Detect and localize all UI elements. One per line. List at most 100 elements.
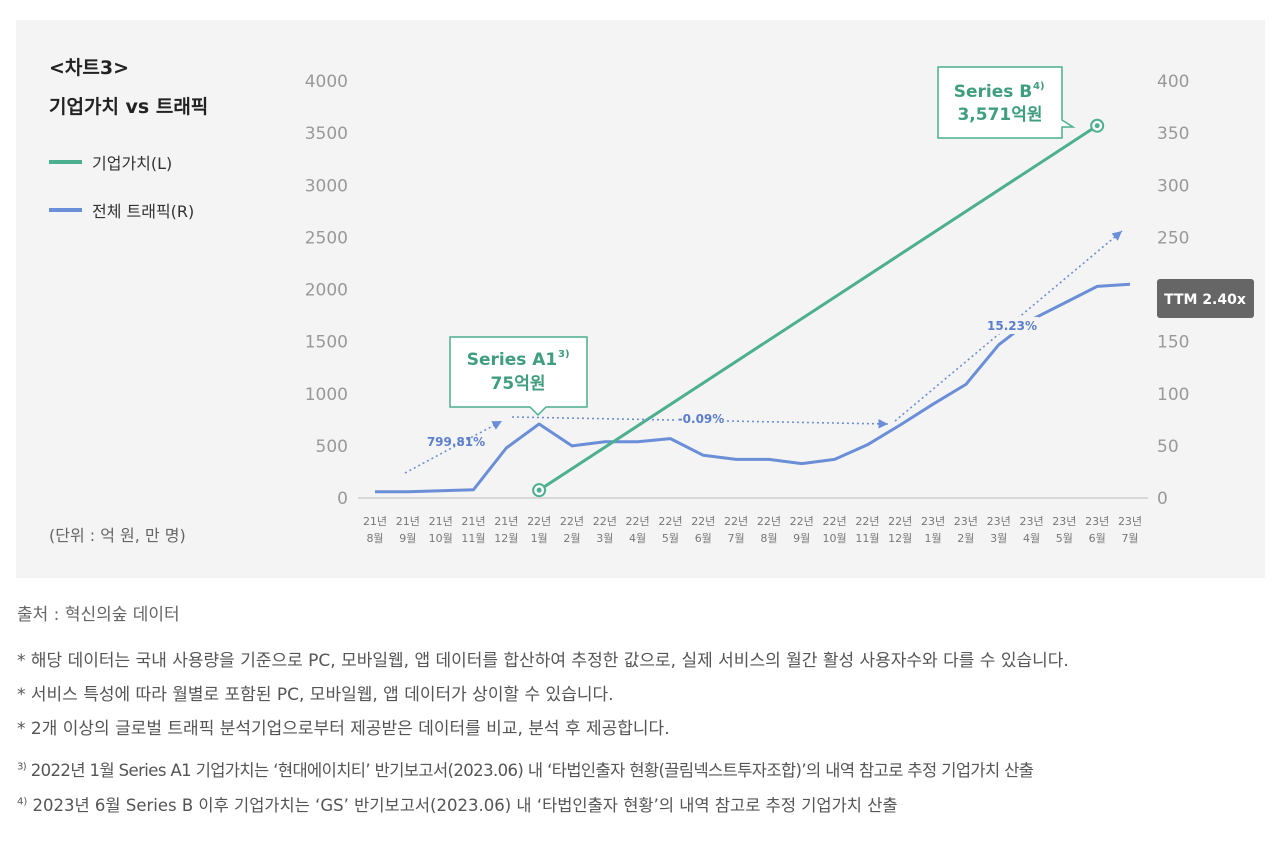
footer-ref-4: 4) 2023년 6월 Series B 이후 기업가치는 ‘GS’ 반기보고서… [17,792,898,816]
x-axis-tick-year: 22년 [691,515,715,528]
legend-label-traffic: 전체 트래픽(R) [92,202,195,221]
x-axis-tick-month: 9월 [793,532,810,545]
right-axis-tick-label: 100 [1157,385,1189,405]
valuation-point-series-b-dot [1094,123,1100,129]
series-b-callout-box [937,66,1076,139]
footer-ref-3-sup: 3) [17,761,27,773]
footer-ref-4-text: 2023년 6월 Series B 이후 기업가치는 ‘GS’ 반기보고서(20… [32,796,898,815]
x-axis-tick-month: 7월 [1121,532,1138,545]
series-a-callout-box [449,336,588,417]
left-axis-tick-label: 500 [316,437,348,457]
x-axis-tick-month: 10월 [823,532,847,545]
x-axis-tick-month: 8월 [366,532,383,545]
growth-label-3: 15.23% [987,319,1037,333]
growth-label-2-bg [677,410,725,427]
legend-label-valuation: 기업가치(L) [92,154,173,173]
footer-note-1: * 해당 데이터는 국내 사용량을 기준으로 PC, 모바일웹, 앱 데이터를 … [17,651,1069,671]
x-axis-tick-month: 7월 [728,532,745,545]
x-axis-tick-year: 22년 [560,515,584,528]
footer-source: 출처 : 혁신의숲 데이터 [17,605,180,625]
series-b-callout-value: 3,571억원 [957,105,1042,125]
x-axis-tick-month: 4월 [1023,532,1040,545]
left-axis-tick-label: 4000 [305,72,348,92]
left-axis-tick-label: 3000 [305,176,348,196]
x-axis-tick-month: 12월 [494,532,518,545]
x-axis-tick-month: 6월 [695,532,712,545]
x-axis-tick-month: 5월 [1056,532,1073,545]
footer-ref-4-sup: 4) [17,796,28,808]
right-axis-tick-label: 50 [1157,437,1179,457]
legend-swatch-traffic [49,208,82,212]
x-axis-tick-year: 21년 [363,515,387,528]
x-axis-tick-month: 6월 [1089,532,1106,545]
chart-number-title: <차트3> [49,57,130,79]
series-a-callout-title: Series A1 [467,350,558,370]
ttm-badge-label: TTM 2.40x [1164,292,1246,308]
left-axis-tick-label: 2500 [305,228,348,248]
x-axis-tick-year: 21년 [461,515,485,528]
unit-note: (단위 : 억 원, 만 명) [49,526,186,545]
x-axis-tick-month: 9월 [399,532,416,545]
x-axis-tick-month: 1월 [531,532,548,545]
valuation-point-series-a-dot [536,487,542,493]
x-axis-tick-month: 2월 [957,532,974,545]
x-axis-tick-month: 3월 [990,532,1007,545]
x-axis-tick-year: 23년 [1052,515,1076,528]
x-axis-tick-year: 22년 [658,515,682,528]
x-axis-tick-year: 22년 [790,515,814,528]
x-axis-tick-year: 23년 [987,515,1011,528]
growth-label-2: -0.09% [678,412,725,426]
series-b-callout-title: Series B [954,82,1033,102]
x-axis-tick-year: 22년 [724,515,748,528]
right-axis-tick-label: 300 [1157,176,1189,196]
chart-title: 기업가치 vs 트래픽 [49,96,209,118]
footer-ref-3: 3) 2022년 1월 Series A1 기업가치는 ‘현대에이치티’ 반기보… [17,757,1034,781]
x-axis-tick-month: 8월 [760,532,777,545]
valuation-series-line [538,124,1098,492]
x-axis-tick-year: 23년 [921,515,945,528]
left-axis-tick-label: 1000 [305,385,348,405]
x-axis-tick-month: 2월 [563,532,580,545]
right-axis-tick-label: 250 [1157,228,1189,248]
footer-ref-3-text: 2022년 1월 Series A1 기업가치는 ‘현대에이치티’ 반기보고서(… [30,761,1034,780]
x-axis-tick-year: 22년 [593,515,617,528]
growth-arrow-1 [404,420,503,474]
legend-item-traffic: 전체 트래픽(R) [49,198,194,222]
legend-swatch-valuation [49,160,82,164]
left-axis-tick-label: 3500 [305,124,348,144]
right-axis-tick-label: 350 [1157,124,1189,144]
x-axis-tick-year: 23년 [954,515,978,528]
x-axis-tick-year: 21년 [494,515,518,528]
left-axis-tick-label: 0 [337,489,348,509]
x-axis-tick-month: 11월 [855,532,879,545]
x-axis-tick-year: 22년 [757,515,781,528]
series-a-callout-value: 75억원 [491,374,546,394]
x-axis-tick-year: 23년 [1019,515,1043,528]
series-b-callout-sup: 4) [1033,81,1045,92]
series-a-callout-sup: 3) [558,349,570,360]
growth-arrow-3 [894,230,1123,422]
right-axis-tick-label: 400 [1157,72,1189,92]
x-axis-tick-year: 21년 [396,515,420,528]
left-axis-tick-label: 1500 [305,333,348,353]
growth-label-1: 799.81% [427,435,485,449]
left-axis-tick-label: 2000 [305,281,348,301]
footer-note-2: * 서비스 특성에 따라 월별로 포함된 PC, 모바일웹, 앱 데이터가 상이… [17,685,614,705]
x-axis-tick-month: 5월 [662,532,679,545]
x-axis-tick-year: 22년 [626,515,650,528]
traffic-series-line [375,282,1131,494]
x-axis-tick-year: 22년 [823,515,847,528]
x-axis-tick-year: 21년 [429,515,453,528]
x-axis-tick-month: 3월 [596,532,613,545]
legend-item-valuation: 기업가치(L) [49,150,172,174]
x-axis-tick-month: 4월 [629,532,646,545]
x-axis-tick-year: 22년 [527,515,551,528]
x-axis-tick-year: 23년 [1085,515,1109,528]
x-axis-tick-month: 12월 [888,532,912,545]
x-axis-tick-month: 11월 [461,532,485,545]
x-axis-tick-month: 10월 [429,532,453,545]
x-axis-tick-year: 22년 [888,515,912,528]
ttm-badge-box [1157,279,1254,318]
x-axis-tick-month: 1월 [924,532,941,545]
